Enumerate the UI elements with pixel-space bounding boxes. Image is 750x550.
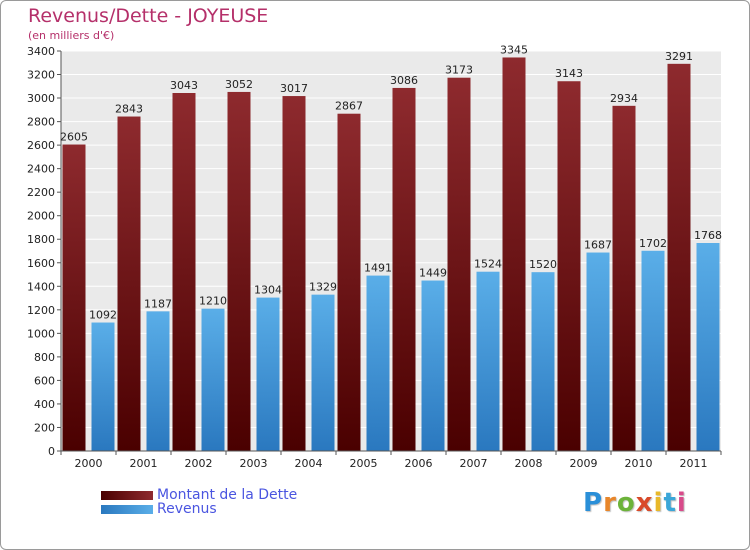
x-tick-label: 2003 (240, 457, 268, 470)
y-tick-label: 3400 (27, 45, 55, 58)
x-tick-label: 2009 (570, 457, 598, 470)
y-tick-label: 0 (48, 445, 55, 458)
bar-revenus (641, 250, 665, 451)
data-labels: 2605 1092 2843 1187 3043 1210 3052 1304 3017 1329… (60, 43, 722, 321)
bar-dette (502, 57, 526, 452)
bar-dette (337, 113, 361, 452)
bar-dette (282, 96, 306, 451)
data-label-dette: 3173 (445, 64, 473, 77)
grid-lines (61, 50, 721, 452)
plot-area (61, 51, 721, 451)
data-label-dette: 3345 (500, 43, 528, 56)
bar-dette (62, 144, 86, 451)
y-tick-label: 1800 (27, 233, 55, 246)
bar-dette (392, 87, 416, 452)
y-tick-label: 2200 (27, 186, 55, 199)
data-label-revenus: 1210 (199, 295, 227, 308)
x-tick-label: 2007 (460, 457, 488, 470)
bar-revenus (366, 275, 390, 451)
bar-dette (227, 91, 251, 452)
legend-swatch-revenus (101, 504, 153, 514)
data-label-dette: 3143 (555, 67, 583, 80)
data-label-dette: 2843 (115, 103, 143, 116)
x-tick-label: 2000 (75, 457, 103, 470)
y-tick-label: 1600 (27, 257, 55, 270)
y-tick-label: 200 (34, 421, 55, 434)
bar-dette (557, 81, 581, 451)
data-label-dette: 3017 (280, 82, 308, 95)
data-label-revenus: 1329 (309, 281, 337, 294)
data-label-revenus: 1187 (144, 297, 172, 310)
bar-dette (117, 116, 141, 451)
bar-revenus (146, 311, 170, 451)
bar-dette (667, 63, 691, 452)
y-tick-label: 3200 (27, 69, 55, 82)
x-tick-label: 2011 (680, 457, 708, 470)
y-tick-label: 800 (34, 351, 55, 364)
y-tick-label: 2800 (27, 116, 55, 129)
legend-swatch-dette (101, 490, 153, 500)
data-label-revenus: 1702 (639, 237, 667, 250)
bar-dette (447, 77, 471, 452)
data-label-dette: 2605 (60, 131, 88, 144)
legend-label-revenus: Revenus (157, 501, 217, 517)
bar-revenus (91, 322, 115, 451)
data-label-revenus: 1449 (419, 267, 447, 280)
y-tick-label: 2000 (27, 210, 55, 223)
data-label-revenus: 1768 (694, 229, 722, 242)
data-label-dette: 3043 (170, 79, 198, 92)
data-label-revenus: 1520 (529, 258, 557, 271)
x-tick-label: 2004 (295, 457, 323, 470)
y-tick-label: 2600 (27, 139, 55, 152)
bar-revenus (256, 297, 280, 451)
y-tick-label: 400 (34, 398, 55, 411)
data-label-revenus: 1524 (474, 258, 502, 271)
y-tick-label: 1200 (27, 304, 55, 317)
data-label-dette: 3086 (390, 74, 418, 87)
data-label-revenus: 1092 (89, 309, 117, 322)
data-label-revenus: 1304 (254, 284, 282, 297)
legend-item-revenus: Revenus (101, 501, 217, 517)
legend-label-dette: Montant de la Dette (157, 487, 298, 503)
bar-dette (172, 93, 196, 451)
bar-revenus (586, 252, 610, 451)
proxiti-logo: Proxiti (583, 488, 687, 518)
legend-item-dette: Montant de la Dette (101, 487, 297, 503)
data-label-revenus: 1687 (584, 239, 612, 252)
x-axis: 2000 2001 2002 2003 2004 2005 2006 2007 2008 2009… (60, 450, 722, 470)
bar-revenus (476, 271, 500, 451)
bar-revenus (696, 243, 720, 451)
x-tick-label: 2006 (405, 457, 433, 470)
bars (62, 57, 720, 452)
data-label-dette: 3052 (225, 78, 253, 91)
data-label-revenus: 1491 (364, 262, 392, 275)
bar-dette (612, 105, 636, 451)
y-tick-label: 1000 (27, 327, 55, 340)
x-tick-label: 2005 (350, 457, 378, 470)
y-tick-label: 3000 (27, 92, 55, 105)
bar-revenus (201, 308, 225, 451)
bar-revenus (531, 272, 555, 451)
data-label-dette: 2934 (610, 92, 638, 105)
x-tick-label: 2001 (130, 457, 158, 470)
bar-revenus (421, 280, 445, 451)
y-tick-label: 2400 (27, 163, 55, 176)
x-tick-label: 2002 (185, 457, 213, 470)
y-axis: 0 200 400 600 800 1000 1200 1400 1600 1800 2000 220… (27, 45, 62, 458)
chart-title: Revenus/Dette - JOYEUSE (28, 5, 269, 27)
data-label-dette: 3291 (665, 50, 693, 63)
x-tick-label: 2008 (515, 457, 543, 470)
y-tick-label: 1400 (27, 280, 55, 293)
y-tick-label: 600 (34, 374, 55, 387)
x-tick-label: 2010 (625, 457, 653, 470)
bar-revenus (311, 294, 335, 451)
chart-subtitle: (en milliers d'€) (28, 29, 115, 42)
data-label-dette: 2867 (335, 100, 363, 113)
